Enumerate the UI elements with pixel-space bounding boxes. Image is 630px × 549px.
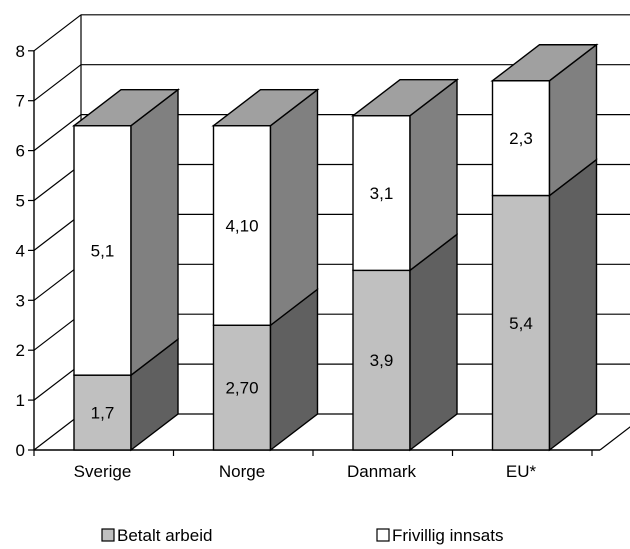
bar-norge-betalt-arbeid xyxy=(212,324,272,451)
floor-right-edge xyxy=(599,426,630,451)
gridline-diagonal xyxy=(33,114,82,152)
bar-danmark-frivillig-innsats xyxy=(352,114,411,272)
y-tick-label: 3 xyxy=(16,291,25,310)
gridline-diagonal xyxy=(33,164,82,201)
gridline-diagonal xyxy=(33,64,82,102)
gridline-diagonal xyxy=(33,14,82,52)
data-label-danmark-frivillig-innsats: 3,1 xyxy=(370,184,394,203)
bar-danmark-top xyxy=(350,78,460,117)
bar-danmark-betalt-arbeid-side xyxy=(409,232,458,452)
data-label-eu-betalt-arbeid: 5,4 xyxy=(509,314,533,333)
bar-danmark-betalt-arbeid xyxy=(352,269,411,451)
gridline-diagonal xyxy=(33,263,82,301)
y-tick-label: 6 xyxy=(16,142,25,161)
gridline-diagonal xyxy=(33,413,82,451)
y-tick-label: 0 xyxy=(16,441,25,460)
bar-sverige-betalt-arbeid xyxy=(73,374,132,451)
legend: Betalt arbeid Frivillig innsats xyxy=(101,526,503,545)
x-tick-label-sverige: Sverige xyxy=(74,462,132,481)
legend-swatch-betalt-arbeid xyxy=(101,528,115,542)
x-tick-label-norge: Norge xyxy=(219,462,265,481)
data-label-norge-betalt-arbeid: 2,70 xyxy=(225,379,258,398)
bar-eu-betalt-arbeid xyxy=(491,194,551,451)
bar-eu-betalt-arbeid-side xyxy=(548,158,598,452)
bar-norge-frivillig-innsats-side xyxy=(269,88,319,327)
data-label-danmark-betalt-arbeid: 3,9 xyxy=(370,351,394,370)
y-tick-label: 8 xyxy=(16,42,25,61)
y-tick-label: 2 xyxy=(16,341,25,360)
legend-label-betalt-arbeid: Betalt arbeid xyxy=(117,526,212,545)
bar-eu-top xyxy=(490,44,599,82)
y-tick-label: 4 xyxy=(16,241,25,260)
bars-layer xyxy=(71,43,599,452)
y-tick-label: 1 xyxy=(16,391,25,410)
legend-swatch-frivillig-innsats xyxy=(376,528,390,542)
x-tick-label-danmark: Danmark xyxy=(347,462,416,481)
labels-layer: 1,7 5,1 2,70 4,10 3,9 3,1 5,4 2,3 xyxy=(91,129,533,422)
data-label-sverige-frivillig-innsats: 5,1 xyxy=(91,241,115,260)
y-tick-label: 5 xyxy=(16,192,25,211)
data-label-eu-frivillig-innsats: 2,3 xyxy=(509,129,533,148)
y-tick-label: 7 xyxy=(16,92,25,111)
bar-norge-top xyxy=(211,88,320,127)
data-label-sverige-betalt-arbeid: 1,7 xyxy=(91,404,115,423)
gridline-diagonal xyxy=(33,213,82,251)
x-tick-label-eu: EU* xyxy=(506,462,537,481)
bar-norge-frivillig-innsats xyxy=(212,124,272,326)
bar-sverige-frivillig-innsats-side xyxy=(130,88,179,377)
legend-label-frivillig-innsats: Frivillig innsats xyxy=(392,526,503,545)
gridline-diagonal xyxy=(33,363,82,401)
gridline-diagonal xyxy=(33,313,82,351)
bar-sverige-top xyxy=(71,88,181,127)
data-label-norge-frivillig-innsats: 4,10 xyxy=(225,216,258,235)
